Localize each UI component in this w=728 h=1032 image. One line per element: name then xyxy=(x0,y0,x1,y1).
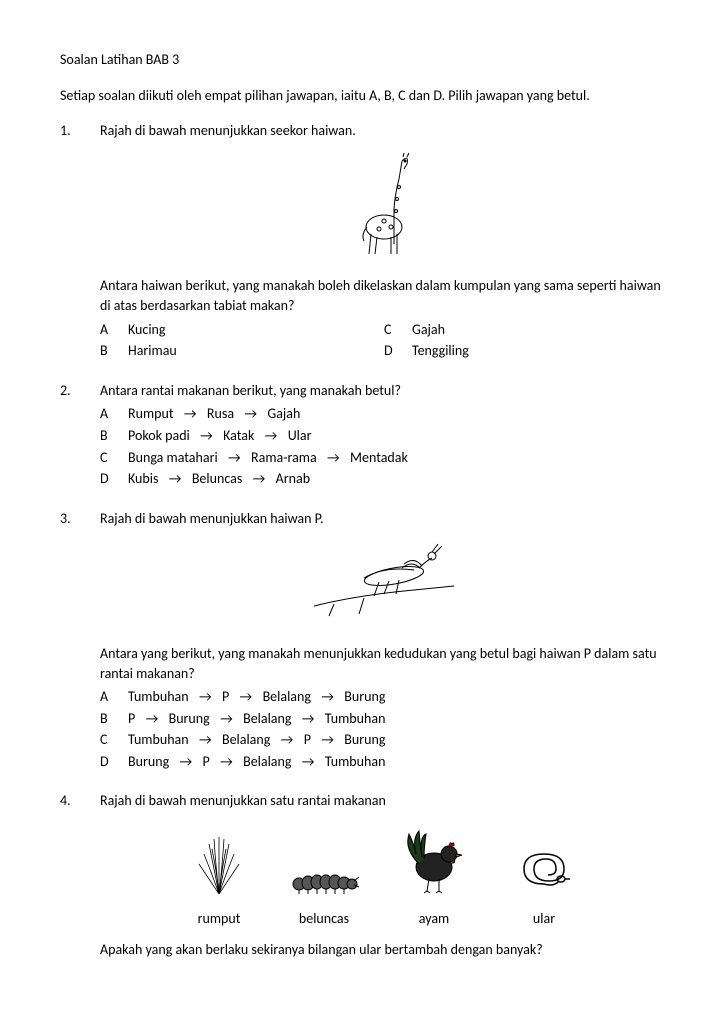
option-letter: A xyxy=(100,404,128,424)
chain-item-ular: ular xyxy=(504,829,584,928)
q1-followup: Antara haiwan berikut, yang manakah bole… xyxy=(100,276,668,315)
page-title: Soalan Latihan BAB 3 xyxy=(60,50,668,70)
option-letter: A xyxy=(100,687,128,707)
option-text: Tenggiling xyxy=(412,341,668,361)
q4-number: 4. xyxy=(60,791,100,963)
q2-option-c: C Bunga matahari → Rama-rama → Mentadak xyxy=(100,448,668,468)
q1-number: 1. xyxy=(60,121,100,363)
chain-label: ular xyxy=(504,909,584,929)
option-letter: B xyxy=(100,709,128,729)
q1-option-b: B Harimau xyxy=(100,341,384,361)
q3-option-b: B P → Burung → Belalang → Tumbuhan xyxy=(100,709,668,729)
q1-text: Rajah di bawah menunjukkan seekor haiwan… xyxy=(100,121,668,141)
option-chain: Bunga matahari → Rama-rama → Mentadak xyxy=(128,448,668,468)
option-chain: Tumbuhan → Belalang → P → Burung xyxy=(128,730,668,750)
option-chain: Burung → P → Belalang → Tumbuhan xyxy=(128,752,668,772)
option-letter: D xyxy=(100,469,128,489)
option-letter: B xyxy=(100,341,128,361)
option-letter: C xyxy=(100,448,128,468)
question-4: 4. Rajah di bawah menunjukkan satu ranta… xyxy=(60,791,668,963)
option-chain: P → Burung → Belalang → Tumbuhan xyxy=(128,709,668,729)
q2-option-b: B Pokok padi → Katak → Ular xyxy=(100,426,668,446)
chain-item-ayam: ayam xyxy=(394,819,474,928)
option-text: Harimau xyxy=(128,341,384,361)
option-letter: A xyxy=(100,320,128,340)
q2-option-a: A Rumput → Rusa → Gajah xyxy=(100,404,668,424)
q3-option-d: D Burung → P → Belalang → Tumbuhan xyxy=(100,752,668,772)
question-2: 2. Antara rantai makanan berikut, yang m… xyxy=(60,381,668,491)
q2-text: Antara rantai makanan berikut, yang mana… xyxy=(100,381,668,401)
option-chain: Rumput → Rusa → Gajah xyxy=(128,404,668,424)
q1-option-c: C Gajah xyxy=(384,320,668,340)
q1-option-a: A Kucing xyxy=(100,320,384,340)
q3-figure-mantis xyxy=(100,536,668,632)
chain-label: ayam xyxy=(394,909,474,929)
q4-followup: Apakah yang akan berlaku sekiranya bilan… xyxy=(100,940,668,960)
q3-followup: Antara yang berikut, yang manakah menunj… xyxy=(100,644,668,683)
q3-option-c: C Tumbuhan → Belalang → P → Burung xyxy=(100,730,668,750)
q3-text: Rajah di bawah menunjukkan haiwan P. xyxy=(100,509,668,529)
q2-number: 2. xyxy=(60,381,100,491)
q1-figure-giraffe xyxy=(100,149,668,265)
option-text: Gajah xyxy=(412,320,668,340)
option-chain: Pokok padi → Katak → Ular xyxy=(128,426,668,446)
option-text: Kucing xyxy=(128,320,384,340)
chain-label: rumput xyxy=(184,909,254,929)
q4-text: Rajah di bawah menunjukkan satu rantai m… xyxy=(100,791,668,811)
question-1: 1. Rajah di bawah menunjukkan seekor hai… xyxy=(60,121,668,363)
instructions: Setiap soalan diikuti oleh empat pilihan… xyxy=(60,86,668,106)
q3-option-a: A Tumbuhan → P → Belalang → Burung xyxy=(100,687,668,707)
q3-number: 3. xyxy=(60,509,100,774)
option-chain: Kubis → Beluncas → Arnab xyxy=(128,469,668,489)
option-letter: B xyxy=(100,426,128,446)
chain-item-beluncas: beluncas xyxy=(284,859,364,928)
option-letter: C xyxy=(100,730,128,750)
option-letter: D xyxy=(384,341,412,361)
option-letter: C xyxy=(384,320,412,340)
q2-option-d: D Kubis → Beluncas → Arnab xyxy=(100,469,668,489)
q1-option-d: D Tenggiling xyxy=(384,341,668,361)
option-letter: D xyxy=(100,752,128,772)
chain-label: beluncas xyxy=(284,909,364,929)
chain-item-rumput: rumput xyxy=(184,829,254,928)
q4-food-chain: rumput xyxy=(100,819,668,928)
question-3: 3. Rajah di bawah menunjukkan haiwan P. xyxy=(60,509,668,774)
option-chain: Tumbuhan → P → Belalang → Burung xyxy=(128,687,668,707)
